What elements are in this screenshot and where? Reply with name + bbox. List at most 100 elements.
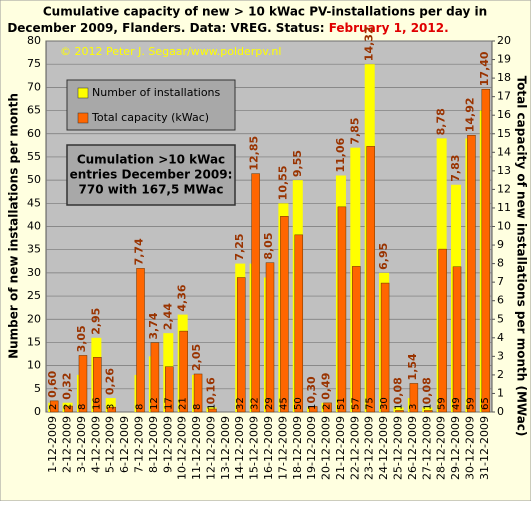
value-label: 17,40 xyxy=(478,51,491,86)
y2-tick-label: 5 xyxy=(497,312,504,325)
y2-tick-label: 11 xyxy=(497,201,511,214)
y2-tick-label: 6 xyxy=(497,294,504,307)
value-label: 0,32 xyxy=(61,373,74,400)
value-label: 10,55 xyxy=(276,166,289,201)
x-tick-label: 3-12-2009 xyxy=(75,416,88,473)
count-label: 12 xyxy=(149,397,160,410)
bar xyxy=(308,406,318,413)
value-label: 8,78 xyxy=(435,108,448,135)
y-tick-label: 30 xyxy=(27,266,41,279)
bar xyxy=(366,146,375,413)
legend-label: Number of installations xyxy=(92,86,221,99)
value-label: 0,30 xyxy=(305,376,318,403)
count-label: 30 xyxy=(379,397,390,410)
y-tick-label: 35 xyxy=(27,243,41,256)
y-tick-label: 10 xyxy=(27,359,41,372)
value-label: 3,74 xyxy=(147,312,160,339)
y2-tick-label: 17 xyxy=(497,90,511,103)
x-tick-label: 11-12-2009 xyxy=(190,416,203,480)
x-tick-label: 14-12-2009 xyxy=(233,416,246,480)
bar xyxy=(481,88,491,413)
y-tick-label: 15 xyxy=(27,335,41,348)
bar xyxy=(467,134,476,413)
value-label: 0,49 xyxy=(320,373,333,400)
bar xyxy=(251,173,260,413)
legend-box xyxy=(66,79,236,131)
count-label: 1 xyxy=(307,404,318,410)
count-label: 51 xyxy=(336,397,347,410)
title-status: February 1, 2012. xyxy=(329,21,449,35)
y2-tick-label: 19 xyxy=(497,53,511,66)
x-tick-label: 29-12-2009 xyxy=(449,416,462,480)
y-tick-label: 25 xyxy=(27,289,41,302)
count-label: 49 xyxy=(451,397,462,410)
value-label: 7,85 xyxy=(348,118,361,145)
bar xyxy=(337,206,347,413)
bar xyxy=(179,330,188,413)
y-tick-label: 70 xyxy=(27,80,41,93)
x-tick-label: 27-12-2009 xyxy=(420,416,433,480)
value-label: 7,74 xyxy=(133,238,146,265)
x-tick-label: 8-12-2009 xyxy=(147,416,160,473)
credit: © 2012 Peter J. Segaar/www.polderpv.nl xyxy=(60,45,281,58)
x-tick-label: 19-12-2009 xyxy=(305,416,318,480)
y2-tick-label: 12 xyxy=(497,182,511,195)
y2-tick-label: 20 xyxy=(497,34,511,47)
value-label: 2,95 xyxy=(89,308,102,335)
y2-tick-label: 9 xyxy=(497,238,504,251)
annotation-text: Cumulation >10 kWac xyxy=(77,153,225,167)
x-tick-label: 2-12-2009 xyxy=(61,416,74,473)
bar xyxy=(452,266,462,413)
bar xyxy=(438,248,447,413)
count-label: 8 xyxy=(77,404,88,410)
y-axis-title: Number of new installations per month xyxy=(7,93,21,359)
count-label: 8 xyxy=(135,404,146,410)
value-label: 6,95 xyxy=(377,243,390,270)
y2-tick-label: 18 xyxy=(497,71,511,84)
y-tick-label: 0 xyxy=(34,405,41,418)
value-label: 2,05 xyxy=(190,344,203,371)
y2-tick-label: 3 xyxy=(497,349,504,362)
x-tick-label: 16-12-2009 xyxy=(262,416,275,480)
bar xyxy=(323,402,332,413)
x-tick-label: 21-12-2009 xyxy=(334,416,347,480)
value-label: 14,32 xyxy=(363,26,376,61)
x-tick-label: 18-12-2009 xyxy=(291,416,304,480)
x-tick-label: 24-12-2009 xyxy=(377,416,390,480)
y2-tick-label: 4 xyxy=(497,331,504,344)
value-label: 0,16 xyxy=(204,377,217,404)
value-label: 0,08 xyxy=(420,377,433,404)
x-tick-label: 1-12-2009 xyxy=(46,416,59,473)
x-tick-label: 22-12-2009 xyxy=(348,416,361,480)
y-tick-label: 80 xyxy=(27,34,41,47)
x-tick-label: 17-12-2009 xyxy=(276,416,289,480)
x-tick-label: 7-12-2009 xyxy=(133,416,146,473)
bar xyxy=(105,398,116,412)
bar xyxy=(424,410,433,413)
legend-swatch xyxy=(77,112,89,124)
count-label: 59 xyxy=(437,397,448,410)
count-label: 32 xyxy=(235,397,246,410)
bar xyxy=(208,408,217,413)
value-label: 0,26 xyxy=(104,368,117,395)
value-label: 8,05 xyxy=(262,233,275,260)
y2-tick-label: 13 xyxy=(497,164,511,177)
y-tick-label: 65 xyxy=(27,104,41,117)
bar xyxy=(165,366,174,413)
value-label: 4,36 xyxy=(176,284,189,311)
legend-label: Total capacity (kWac) xyxy=(91,111,209,124)
x-tick-label: 25-12-2009 xyxy=(391,416,404,480)
count-label: 2 xyxy=(322,404,333,410)
count-label: 50 xyxy=(293,397,304,410)
bar xyxy=(280,216,289,413)
x-tick-label: 26-12-2009 xyxy=(406,416,419,480)
count-label: 45 xyxy=(278,397,289,410)
count-label: 1 xyxy=(393,404,404,410)
count-label: 3 xyxy=(408,404,419,410)
y-tick-label: 55 xyxy=(27,150,41,163)
y-tick-label: 5 xyxy=(34,382,41,395)
x-tick-label: 31-12-2009 xyxy=(478,416,491,480)
x-tick-label: 30-12-2009 xyxy=(463,416,476,480)
y2-tick-label: 8 xyxy=(497,257,504,270)
